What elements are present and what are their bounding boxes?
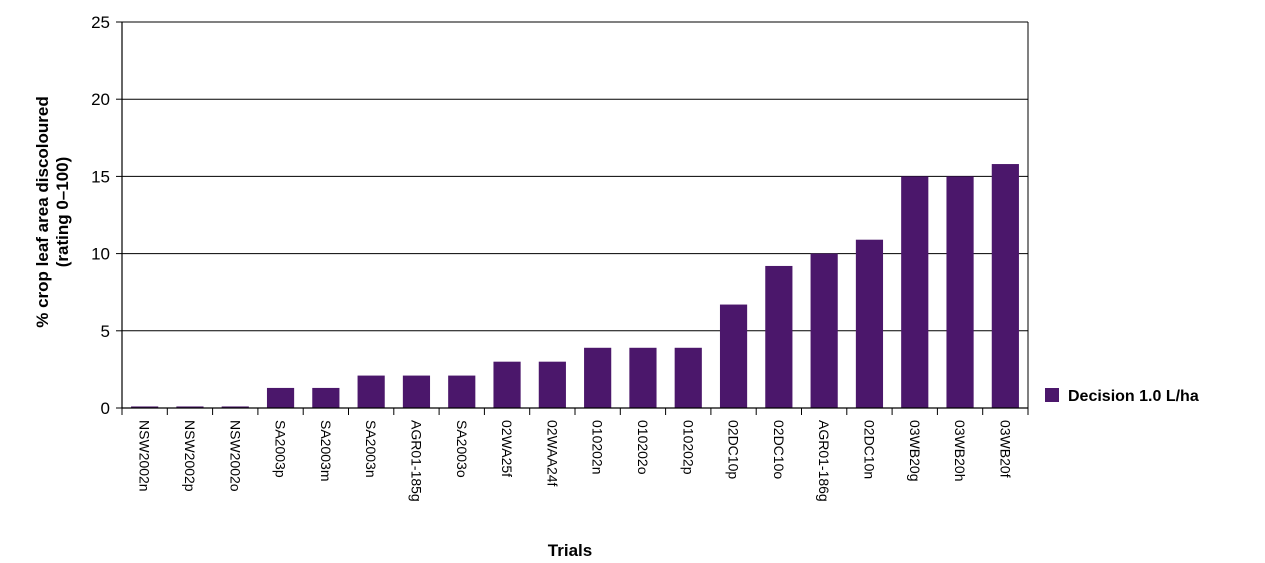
y-axis-title: % crop leaf area discoloured (rating 0–1…	[33, 96, 72, 327]
bar	[946, 176, 974, 408]
y-axis-title-line-2: (rating 0–100)	[53, 157, 72, 268]
y-tick-label: 15	[91, 167, 110, 186]
x-tick-label: SA2003n	[363, 420, 379, 478]
x-tick-label: 02WA25f	[499, 420, 515, 477]
bar	[991, 164, 1019, 408]
bar	[538, 361, 566, 408]
x-tick-label: 010202n	[590, 420, 606, 475]
x-tick-label: NSW2002p	[182, 420, 198, 492]
bar	[901, 176, 929, 408]
x-tick-label: NSW2002o	[227, 420, 243, 492]
x-tick-label: 02WAA24f	[544, 420, 560, 487]
legend: Decision 1.0 L/ha	[1045, 388, 1199, 405]
x-tick-labels: NSW2002n NSW2002p NSW2002o SA2003p SA2003m SA…	[137, 420, 1014, 502]
y-axis-title-line-1: % crop leaf area discoloured	[33, 96, 52, 327]
bar	[221, 406, 249, 408]
y-tick-labels: 0 5 10 15 20 25	[91, 13, 110, 418]
bar	[765, 265, 793, 408]
bar	[810, 253, 838, 408]
bar	[357, 375, 385, 408]
bar	[493, 361, 521, 408]
y-tick-label: 25	[91, 13, 110, 32]
y-tick-label: 10	[91, 245, 110, 264]
x-tick-label: 02DC10n	[861, 420, 877, 479]
legend-swatch	[1045, 388, 1059, 402]
bar	[855, 239, 884, 408]
bar	[266, 387, 295, 408]
bar	[176, 406, 204, 408]
bar	[719, 304, 748, 408]
x-tick-label: 010202p	[680, 420, 696, 475]
legend-label: Decision 1.0 L/ha	[1068, 388, 1199, 405]
y-tick-label: 20	[91, 90, 110, 109]
bars	[131, 164, 1019, 408]
x-tick-label: SA2003p	[273, 420, 289, 478]
x-axis-title: Trials	[548, 541, 592, 560]
bar	[402, 375, 431, 408]
bar	[312, 387, 340, 408]
x-tick-label: 03WB20f	[997, 420, 1013, 478]
y-tick-label: 0	[101, 399, 110, 418]
x-tick-label: SA2003m	[318, 420, 334, 481]
x-tick-label: AGR01-186g	[816, 420, 832, 502]
x-tick-label: SA2003o	[454, 420, 470, 478]
gridlines	[122, 21, 1028, 332]
x-tick-label: AGR01-185g	[408, 420, 424, 502]
bar	[584, 347, 612, 408]
x-tick-label: 03WB20g	[907, 420, 923, 481]
y-tick-label: 5	[101, 322, 110, 341]
bar	[674, 347, 702, 408]
axes	[116, 21, 1029, 415]
x-tick-label: 010202o	[635, 420, 651, 475]
bar	[131, 406, 159, 408]
x-tick-label: 02DC10p	[726, 420, 742, 479]
x-tick-label: 02DC10o	[771, 420, 787, 479]
x-tick-label: 03WB20h	[952, 420, 968, 481]
bar	[448, 375, 476, 408]
x-tick-label: NSW2002n	[137, 420, 153, 492]
bar	[629, 347, 657, 408]
